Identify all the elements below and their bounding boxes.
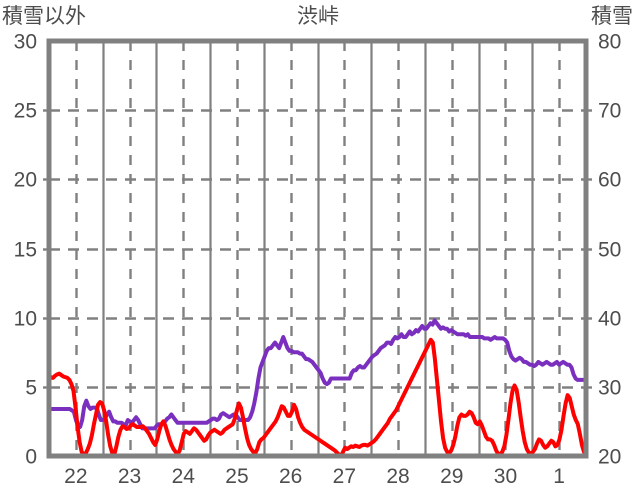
x-tick-label: 25 xyxy=(225,465,248,488)
left-tick-label: 30 xyxy=(14,31,37,54)
right-tick-label: 60 xyxy=(598,169,621,192)
x-tick-label: 24 xyxy=(172,465,196,488)
right-tick-label: 30 xyxy=(598,377,621,400)
data-series xyxy=(47,318,588,458)
right-tick-label: 20 xyxy=(598,446,621,469)
left-axis-title: 積雪以外 xyxy=(2,5,86,28)
left-axis-ticks: 0 5 10 15 20 25 30 xyxy=(14,31,49,469)
left-tick-label: 5 xyxy=(25,377,37,400)
left-tick-label: 0 xyxy=(25,446,37,469)
x-tick-label: 26 xyxy=(279,465,302,488)
x-axis-ticks: 22 23 24 25 26 27 28 29 30 1 xyxy=(64,465,565,488)
left-tick-label: 10 xyxy=(14,308,37,331)
axis-frame-overlay xyxy=(46,38,589,459)
grid-solid-lines xyxy=(102,41,534,456)
x-tick-label: 23 xyxy=(118,465,141,488)
right-tick-label: 50 xyxy=(598,239,621,262)
left-tick-label: 20 xyxy=(14,169,37,192)
x-tick-label: 22 xyxy=(64,465,87,488)
chart-title: 渋峠 xyxy=(297,5,339,28)
series-line-other-than-snow xyxy=(47,318,588,431)
right-axis-title: 積雪 xyxy=(591,5,633,28)
x-tick-label: 1 xyxy=(553,465,565,488)
right-tick-label: 70 xyxy=(598,100,621,123)
right-tick-label: 40 xyxy=(598,308,621,331)
series-line-snow xyxy=(47,337,588,458)
right-tick-label: 80 xyxy=(598,31,621,54)
x-tick-label: 28 xyxy=(386,465,409,488)
x-tick-label: 27 xyxy=(333,465,356,488)
right-axis-ticks: 20 30 40 50 60 70 80 xyxy=(586,31,621,469)
x-tick-label: 29 xyxy=(440,465,463,488)
x-tick-label: 30 xyxy=(494,465,517,488)
left-tick-label: 25 xyxy=(14,100,37,123)
left-tick-label: 15 xyxy=(14,239,37,262)
